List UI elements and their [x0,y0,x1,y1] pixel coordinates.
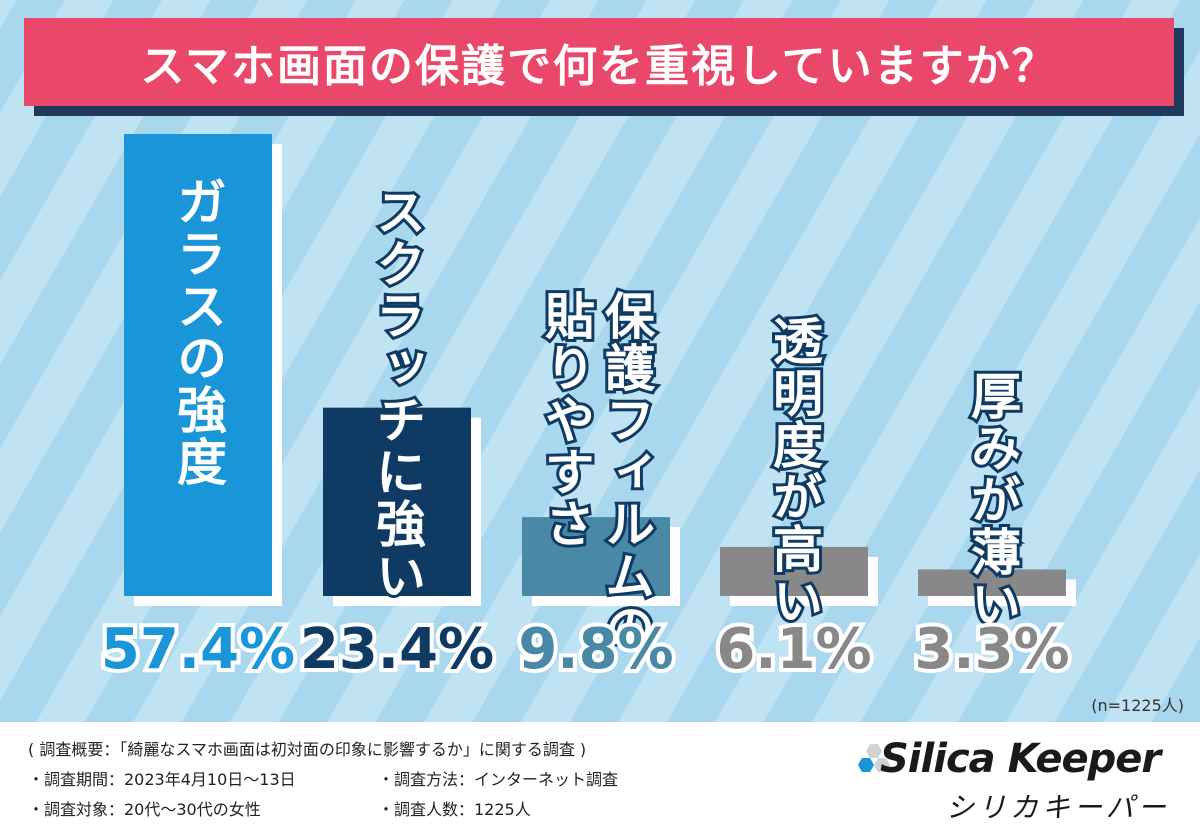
survey-count: ・調査人数：1225人 [378,800,531,819]
brand-name-en: Silica Keeper [880,736,1161,782]
survey-target: ・調査対象：20代～30代の女性 [28,800,261,819]
title-banner: スマホ画面の保護で何を重視していますか？ [24,18,1174,106]
brand-logo-icon [858,744,890,772]
category-label-1-0: スクラッチに強い [368,186,426,602]
category-label-4-0: 厚みが薄い [963,370,1021,630]
chart-title: スマホ画面の保護で何を重視していますか？ [140,41,1058,92]
category-label-2-0: 保護フィルムの [597,290,655,654]
survey-footer: ( 調査概要：「綺麗なスマホ画面は初対面の印象に影響するか」に関する調査 ) ・… [0,722,1200,830]
category-label-3-0: 透明度が高い [765,315,823,627]
value-label-0: 57.4% [101,617,295,682]
brand-name-ja: シリカキーパー [946,791,1170,824]
value-label-1: 23.4% [300,617,494,682]
category-label-2-1: 貼りやすさ [537,290,595,550]
sample-size-label: (n=1225人) [1091,696,1184,715]
value-label-2: 9.8% [518,617,673,682]
survey-period: ・調査期間：2023年4月10日～13日 [28,770,296,789]
bar-2 [522,517,670,596]
survey-method: ・調査方法：インターネット調査 [378,770,619,789]
bar-1 [323,407,471,596]
value-label-4: 3.3% [914,617,1069,682]
value-label-3: 6.1% [716,617,871,682]
category-label-0-0: ガラスの強度 [169,176,227,488]
bar-0 [124,134,272,596]
bar-3 [720,546,868,596]
bar-4 [918,569,1066,596]
survey-overview: ( 調査概要：「綺麗なスマホ画面は初対面の印象に影響するか」に関する調査 ) [28,740,587,759]
